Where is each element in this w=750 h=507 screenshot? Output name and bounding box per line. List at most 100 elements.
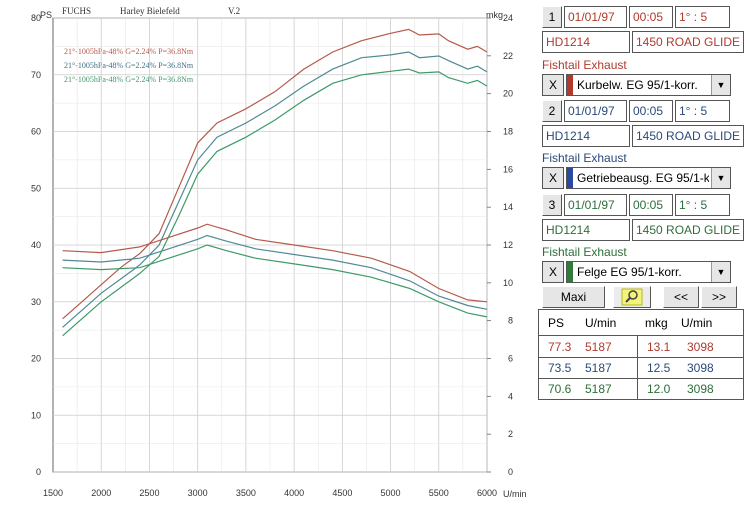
x-tick-label: 1500 xyxy=(43,488,63,498)
series-line-4 xyxy=(62,223,488,303)
y-left-axis-label: PS xyxy=(40,10,52,20)
axis-ticks: 1500 2000 2500 3000 3500 4000 4500 5000 5500 6000… xyxy=(31,13,513,498)
y-left-tick-label: 60 xyxy=(31,127,41,137)
zoom-button[interactable] xyxy=(613,286,651,308)
table-row-2-mkg: 12.5 xyxy=(647,361,671,375)
series-line-2 xyxy=(62,51,488,328)
y-left-tick-label: 80 xyxy=(31,13,41,23)
run-3-exhaust: Fishtail Exhaust xyxy=(542,245,627,259)
x-tick-label: 2500 xyxy=(139,488,159,498)
y-right-tick-label: 20 xyxy=(503,89,513,99)
run-1-index-button[interactable]: 1 xyxy=(542,6,562,28)
maxi-button[interactable]: Maxi xyxy=(542,286,605,308)
run-2-header: 2 01/01/97 00:05 1° : 5 xyxy=(538,100,744,122)
run-3-date: 01/01/97 xyxy=(564,194,627,216)
series-lines xyxy=(62,28,488,337)
run-2-mode-row: X Getriebeausg. EG 95/1-korr. ▼ xyxy=(538,167,744,189)
run-2-mode-select[interactable]: Getriebeausg. EG 95/1-korr. ▼ xyxy=(566,167,731,189)
y-right-tick-label: 4 xyxy=(508,391,513,401)
condition-label-2: 21°-1005hPa-48% G=2.24% P=36.8Nm xyxy=(64,61,194,70)
run-3-mode-select[interactable]: Felge EG 95/1-korr. ▼ xyxy=(566,261,731,283)
table-row-2-rpm-mkg: 3098 xyxy=(687,361,714,375)
run-2-model: 1450 ROAD GLIDE xyxy=(632,125,744,147)
table-row-1-mkg: 13.1 xyxy=(647,340,671,354)
series-line-6 xyxy=(62,244,488,318)
table-row-2-rpm-ps: 5187 xyxy=(585,361,612,375)
run-3-color-swatch xyxy=(567,262,573,282)
y-right-tick-label: 12 xyxy=(503,240,513,250)
run-2-mode-value: Getriebeausg. EG 95/1-korr. xyxy=(577,171,709,185)
previous-button[interactable]: << xyxy=(663,286,699,308)
y-right-tick-label: 16 xyxy=(503,164,513,174)
y-right-axis-label: mkg xyxy=(486,10,503,20)
run-3-model: 1450 ROAD GLIDE xyxy=(632,219,744,241)
run-1-model: 1450 ROAD GLIDE xyxy=(632,31,744,53)
x-tick-label: 5000 xyxy=(381,488,401,498)
table-row-1-ps: 77.3 xyxy=(548,340,572,354)
y-right-tick-label: 0 xyxy=(508,467,513,477)
x-tick-label: 4500 xyxy=(332,488,352,498)
y-right-tick-label: 22 xyxy=(503,51,513,61)
x-tick-label: 4000 xyxy=(284,488,304,498)
run-1-color-swatch xyxy=(567,75,573,95)
table-row-1-rpm-ps: 5187 xyxy=(585,340,612,354)
chevron-down-icon[interactable]: ▼ xyxy=(711,75,730,95)
y-left-tick-label: 0 xyxy=(36,467,41,477)
run-1-date: 01/01/97 xyxy=(564,6,627,28)
dyno-chart: FUCHS Harley Bielefeld V.2 PS mkg U/min … xyxy=(31,6,527,499)
run-panel: 1 01/01/97 00:05 1° : 5 HD1214 1450 ROAD… xyxy=(538,6,744,400)
run-2-exhaust: Fishtail Exhaust xyxy=(542,151,627,165)
run-1-vehicle: HD1214 1450 ROAD GLIDE xyxy=(538,31,744,53)
series-line-1 xyxy=(62,28,488,320)
control-buttons: Maxi << >> xyxy=(538,286,744,308)
y-left-tick-label: 20 xyxy=(31,354,41,364)
x-tick-label: 6000 xyxy=(477,488,497,498)
run-2-color-swatch xyxy=(567,168,573,188)
run-1-remove-button[interactable]: X xyxy=(542,74,564,96)
run-3-remove-button[interactable]: X xyxy=(542,261,564,283)
y-left-tick-label: 40 xyxy=(31,240,41,250)
table-row-1-rpm-mkg: 3098 xyxy=(687,340,714,354)
chart-header-left: FUCHS xyxy=(62,6,91,16)
chart-header-right: V.2 xyxy=(228,6,240,16)
y-right-tick-label: 10 xyxy=(503,278,513,288)
run-2-index-button[interactable]: 2 xyxy=(542,100,562,122)
run-1-mode-row: X Kurbelw. EG 95/1-korr. ▼ xyxy=(538,74,744,96)
x-axis-label: U/min xyxy=(503,489,527,499)
grid xyxy=(52,17,488,473)
run-1-exhaust: Fishtail Exhaust xyxy=(542,58,627,72)
run-1-mode-value: Kurbelw. EG 95/1-korr. xyxy=(577,78,698,92)
table-header-mkg: mkg xyxy=(645,316,668,330)
run-2-date: 01/01/97 xyxy=(564,100,627,122)
run-2-id: HD1214 xyxy=(542,125,630,147)
run-2-remove-button[interactable]: X xyxy=(542,167,564,189)
run-1-mode-select[interactable]: Kurbelw. EG 95/1-korr. ▼ xyxy=(566,74,731,96)
run-3-id: HD1214 xyxy=(542,219,630,241)
chart-header-middle: Harley Bielefeld xyxy=(120,6,180,16)
run-3-header: 3 01/01/97 00:05 1° : 5 xyxy=(538,194,744,216)
chevron-down-icon[interactable]: ▼ xyxy=(711,262,730,282)
y-right-tick-label: 8 xyxy=(508,316,513,326)
run-2-time: 00:05 xyxy=(629,100,673,122)
y-right-tick-label: 6 xyxy=(508,354,513,364)
run-3-index-button[interactable]: 3 xyxy=(542,194,562,216)
y-right-tick-label: 2 xyxy=(508,429,513,439)
run-1-time: 00:05 xyxy=(629,6,673,28)
run-1-header: 1 01/01/97 00:05 1° : 5 xyxy=(538,6,744,28)
table-header-ps: PS xyxy=(548,316,565,330)
next-button[interactable]: >> xyxy=(701,286,737,308)
table-row-3-ps: 70.6 xyxy=(548,382,572,396)
run-3-time: 00:05 xyxy=(629,194,673,216)
y-left-tick-label: 10 xyxy=(31,410,41,420)
run-1-ratio: 1° : 5 xyxy=(675,6,730,28)
table-header-rpm-mkg: U/min xyxy=(681,316,713,330)
run-2-ratio: 1° : 5 xyxy=(675,100,730,122)
x-tick-label: 2000 xyxy=(91,488,111,498)
run-3-vehicle: HD1214 1450 ROAD GLIDE xyxy=(538,219,744,241)
series-line-3 xyxy=(62,68,488,337)
y-left-tick-label: 30 xyxy=(31,297,41,307)
chevron-down-icon[interactable]: ▼ xyxy=(711,168,730,188)
condition-label-3: 21°-1005hPa-48% G=2.24% P=36.8Nm xyxy=(64,75,194,84)
table-header-rpm-ps: U/min xyxy=(585,316,617,330)
run-3-mode-value: Felge EG 95/1-korr. xyxy=(577,265,682,279)
